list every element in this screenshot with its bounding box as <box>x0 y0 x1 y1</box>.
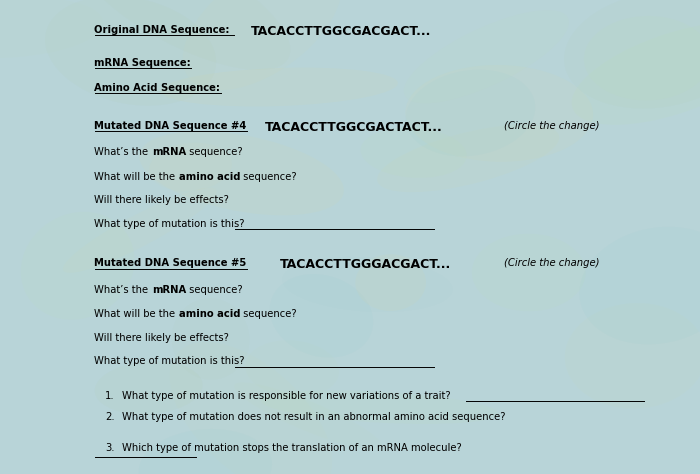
Text: TACACCTTGGGACGACT...: TACACCTTGGGACGACT... <box>280 258 452 271</box>
Text: mRNA: mRNA <box>152 285 186 295</box>
Text: sequence?: sequence? <box>186 147 243 157</box>
Text: sequence?: sequence? <box>240 172 297 182</box>
Text: 3.: 3. <box>105 443 115 453</box>
Text: Original DNA Sequence:: Original DNA Sequence: <box>94 25 234 35</box>
Ellipse shape <box>94 361 202 414</box>
Ellipse shape <box>160 68 398 107</box>
Text: (Circle the change): (Circle the change) <box>504 121 599 131</box>
Ellipse shape <box>360 128 467 178</box>
Text: What will be the: What will be the <box>94 309 178 319</box>
Ellipse shape <box>404 10 569 103</box>
Text: Mutated DNA Sequence #4: Mutated DNA Sequence #4 <box>94 121 247 131</box>
Ellipse shape <box>21 212 134 320</box>
Text: amino acid: amino acid <box>178 309 240 319</box>
Text: TACACCTTGGCGACTACT...: TACACCTTGGCGACTACT... <box>265 121 442 134</box>
Ellipse shape <box>139 429 272 474</box>
Text: TACACCTTGGCGACGACT...: TACACCTTGGCGACGACT... <box>251 25 431 37</box>
Text: (Circle the change): (Circle the change) <box>504 258 599 268</box>
Text: What’s the: What’s the <box>94 147 152 157</box>
Ellipse shape <box>472 234 586 311</box>
Text: 2.: 2. <box>105 412 115 422</box>
Ellipse shape <box>405 65 593 162</box>
Text: What type of mutation is this?: What type of mutation is this? <box>94 219 245 229</box>
Ellipse shape <box>580 227 700 344</box>
Text: What’s the: What’s the <box>94 285 152 295</box>
Text: sequence?: sequence? <box>186 285 243 295</box>
Text: sequence?: sequence? <box>240 309 297 319</box>
Ellipse shape <box>270 274 373 357</box>
Text: mRNA: mRNA <box>152 147 186 157</box>
Ellipse shape <box>356 254 426 311</box>
Text: What will be the: What will be the <box>94 172 178 182</box>
Text: What type of mutation is responsible for new variations of a trait?: What type of mutation is responsible for… <box>122 391 451 401</box>
Text: Amino Acid Sequence:: Amino Acid Sequence: <box>94 83 220 93</box>
Text: Which type of mutation stops the translation of an mRNA molecule?: Which type of mutation stops the transla… <box>122 443 462 453</box>
Text: mRNA Sequence:: mRNA Sequence: <box>94 58 191 68</box>
Ellipse shape <box>261 391 498 424</box>
Text: Will there likely be effects?: Will there likely be effects? <box>94 333 230 343</box>
Ellipse shape <box>584 16 700 100</box>
Ellipse shape <box>572 23 700 125</box>
Text: What type of mutation is this?: What type of mutation is this? <box>94 356 245 366</box>
Text: Mutated DNA Sequence #5: Mutated DNA Sequence #5 <box>94 258 246 268</box>
Ellipse shape <box>406 70 536 156</box>
Text: Will there likely be effects?: Will there likely be effects? <box>94 195 230 205</box>
Text: 1.: 1. <box>105 391 115 401</box>
Text: amino acid: amino acid <box>178 172 240 182</box>
Ellipse shape <box>139 131 344 215</box>
Text: What type of mutation does not result in an abnormal amino acid sequence?: What type of mutation does not result in… <box>122 412 506 422</box>
